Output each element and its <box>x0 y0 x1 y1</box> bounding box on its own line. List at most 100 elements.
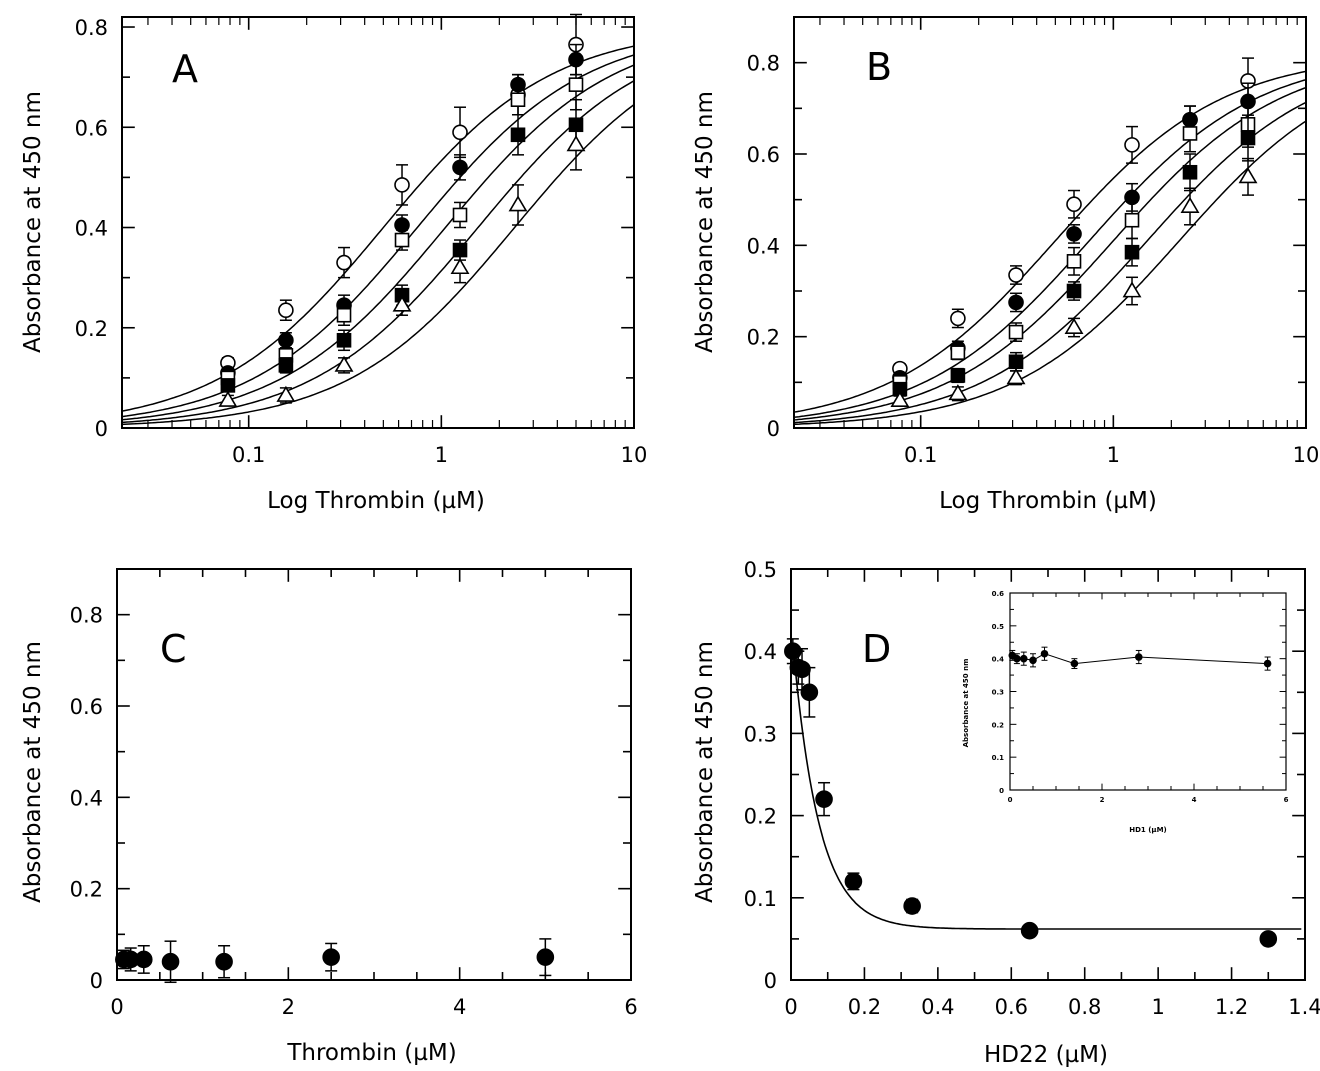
x-tick-label: 6 <box>624 995 637 1019</box>
data-point-open-triangle <box>276 385 296 402</box>
y-tick-label: 0.6 <box>747 143 780 167</box>
panel-a-x-axis-label: Log Thrombin (µM) <box>267 488 485 514</box>
data-point-open-square <box>336 307 352 323</box>
fit-curve-1 <box>794 70 1306 413</box>
data-point-filled-square <box>1240 130 1256 146</box>
x-tick-label: 10 <box>621 443 648 467</box>
data-point-filled-circle <box>1008 294 1024 311</box>
fit-curve-3 <box>794 86 1306 421</box>
data-point-open-triangle <box>1238 167 1258 184</box>
x-tick-label: 0 <box>784 995 797 1019</box>
data-point-filled-circle <box>322 948 340 966</box>
y-tick-label: 0 <box>95 417 108 441</box>
y-tick-label: 0.5 <box>744 558 777 582</box>
data-point-open-circle <box>950 310 966 327</box>
data-point-filled-circle <box>793 660 811 679</box>
y-tick-label: 0 <box>767 417 780 441</box>
data-point-open-triangle <box>1006 368 1026 385</box>
data-point-filled-circle <box>452 159 468 176</box>
data-point-filled-circle <box>278 332 294 349</box>
data-point-open-square <box>1008 324 1024 340</box>
y-tick-label: 0.2 <box>992 721 1005 729</box>
data-point-open-square <box>568 77 584 92</box>
data-point-filled-circle <box>815 790 833 808</box>
panel-c-frame <box>116 568 632 981</box>
panel-c-marks: 0 2 4 6 0 0.2 0.4 0.6 0.8 <box>70 568 638 1019</box>
fit-curve-5 <box>122 104 634 426</box>
data-point-open-circle <box>394 177 410 193</box>
data-point-filled-circle <box>215 952 233 971</box>
data-point-filled-circle <box>134 950 153 969</box>
data-point-open-triangle <box>566 135 586 152</box>
y-tick-label: 0.1 <box>744 887 777 911</box>
x-tick-label: 2 <box>1100 796 1105 804</box>
data-point-open-circle <box>336 254 352 271</box>
data-point-filled-square <box>1066 283 1082 299</box>
x-tick-label: 0 <box>110 995 123 1019</box>
data-point-filled-square <box>278 358 294 373</box>
panel-b-frame <box>793 16 1307 429</box>
x-tick-label: 4 <box>453 995 466 1019</box>
y-tick-label: 0.8 <box>75 16 108 40</box>
x-tick-label: 0.8 <box>1068 995 1101 1019</box>
x-tick-label: 0.6 <box>995 995 1028 1019</box>
panel-d-inset: 0 2 4 6 0 0.1 0.2 0.3 0.4 0.5 0.6 HD1 (µM) Absorba… <box>962 590 1289 834</box>
data-point-open-triangle <box>948 384 968 401</box>
y-tick-label: 0.4 <box>70 786 103 810</box>
data-point-open-square <box>1066 254 1082 269</box>
y-tick-label: 0.3 <box>744 722 777 746</box>
panel-d: 0 0.2 0.4 0.6 0.8 1 1.2 1.4 0 0.1 0.2 0.3 0.4 0.5 D H… <box>692 558 1320 1068</box>
fit-curve-1 <box>122 45 634 412</box>
data-point-filled-circle <box>1020 921 1039 940</box>
panel-d-y-axis-label: Absorbance at 450 nm <box>692 641 718 903</box>
y-tick-label: 0.6 <box>992 590 1005 598</box>
data-point-filled-circle <box>1040 649 1049 658</box>
data-point-filled-circle <box>903 897 921 915</box>
data-point-filled-circle <box>1135 653 1143 661</box>
data-point-open-circle <box>1008 267 1024 283</box>
fit-curve-4 <box>122 80 634 424</box>
data-point-open-circle <box>1066 196 1082 213</box>
panel-a-y-axis-label: Absorbance at 450 nm <box>20 91 46 353</box>
data-point-filled-square <box>510 127 526 143</box>
panel-a-frame <box>121 16 635 429</box>
data-point-open-circle <box>278 302 294 319</box>
y-tick-label: 0.2 <box>70 878 103 902</box>
y-tick-label: 0.2 <box>744 805 777 829</box>
x-tick-label: 1.4 <box>1288 995 1320 1019</box>
y-tick-label: 0.8 <box>70 604 103 628</box>
fit-curve-4 <box>794 101 1306 424</box>
x-tick-label: 0.1 <box>904 443 937 467</box>
x-tick-label: 1 <box>1151 995 1164 1019</box>
y-tick-label: 0.4 <box>75 217 108 241</box>
panel-b-y-axis-label: Absorbance at 450 nm <box>692 91 718 353</box>
data-point-filled-circle <box>1259 930 1278 948</box>
data-point-filled-circle <box>161 952 180 971</box>
data-point-open-triangle <box>450 257 470 275</box>
panel-c-x-axis-label: Thrombin (µM) <box>286 1040 456 1066</box>
y-tick-label: 0.4 <box>744 640 777 664</box>
x-tick-label: 0.2 <box>848 995 881 1019</box>
panel-b-letter: B <box>866 45 892 89</box>
data-point-filled-circle <box>800 683 819 702</box>
data-point-open-triangle <box>218 390 238 407</box>
y-tick-label: 0.4 <box>747 234 780 258</box>
fit-curve-3 <box>122 64 634 421</box>
data-point-filled-square <box>336 332 352 348</box>
data-point-open-square <box>394 232 410 248</box>
data-point-open-triangle <box>392 295 412 312</box>
y-tick-label: 0.4 <box>992 656 1005 664</box>
data-point-open-circle <box>452 124 468 141</box>
panel-a-letter: A <box>172 47 198 91</box>
x-tick-label: 0.4 <box>921 995 954 1019</box>
y-tick-label: 0.6 <box>75 116 108 140</box>
panel-a-marks: 0.1 1 10 0 0.2 0.4 0.6 0.8 <box>75 13 648 467</box>
panel-c-y-axis-label: Absorbance at 450 nm <box>20 641 46 903</box>
fit-curve-2 <box>122 54 634 418</box>
fit-curve-2 <box>794 78 1306 419</box>
panel-c: 0 2 4 6 0 0.2 0.4 0.6 0.8 C Thrombin (µM) Absorb… <box>20 568 638 1066</box>
panel-d-inset-frame <box>1009 592 1287 791</box>
data-point-filled-circle <box>1263 659 1272 668</box>
panel-b-marks: 0.1 1 10 0 0.2 0.4 0.6 0.8 <box>747 16 1319 467</box>
